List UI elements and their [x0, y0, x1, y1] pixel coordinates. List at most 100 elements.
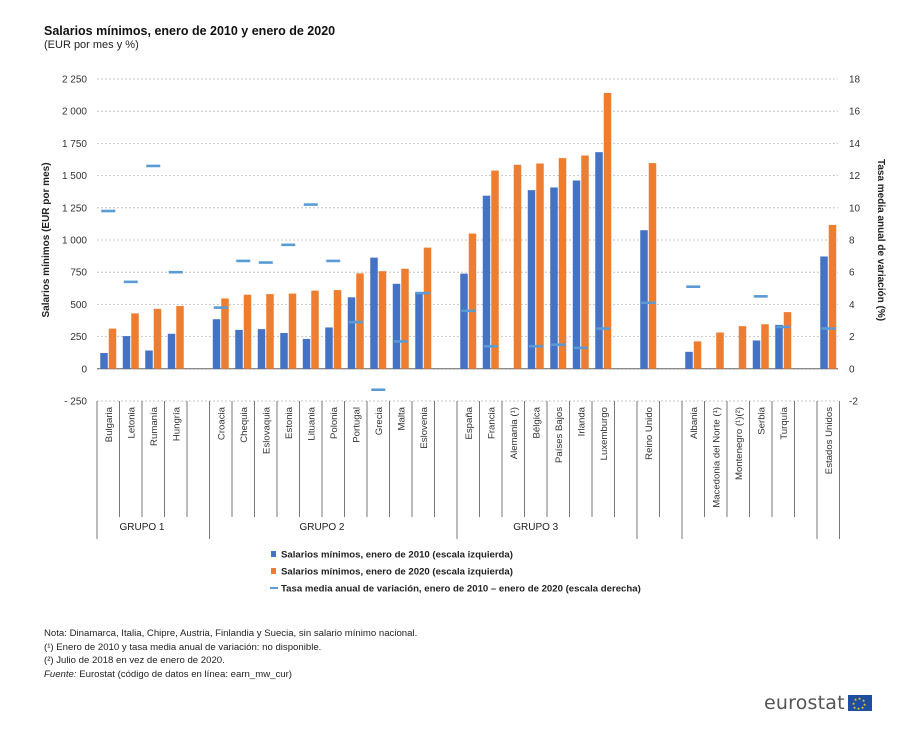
bar-2010	[685, 351, 693, 369]
x-tick-label: Irlanda	[576, 406, 587, 436]
bar-2020	[311, 290, 319, 369]
y2-tick-label: 10	[849, 203, 861, 214]
bar-2010	[212, 319, 221, 369]
legend-label: Salarios mínimos, enero de 2010 (escala …	[281, 550, 513, 561]
y-tick-label: - 250	[64, 397, 87, 408]
y2-tick-label: 18	[849, 75, 861, 86]
bar-2020	[581, 155, 589, 369]
x-tick-label: España	[464, 406, 475, 439]
x-tick-label: Letonia	[126, 406, 137, 438]
x-tick-label: Países Bajos	[554, 407, 565, 463]
bar-2020	[693, 341, 702, 369]
brand-text: eurostat	[764, 692, 845, 714]
bar-2020	[513, 164, 522, 369]
y2-tick-label: -2	[849, 397, 858, 408]
note-line: (¹) Enero de 2010 y tasa media anual de …	[44, 641, 322, 653]
bar-2020	[176, 306, 184, 369]
bar-2010	[482, 195, 491, 369]
group-label: GRUPO 3	[513, 522, 558, 533]
bar-2020	[108, 328, 117, 369]
y-tick-label: 500	[70, 300, 87, 311]
x-tick-label: Hungría	[171, 406, 182, 441]
eurostat-logo: eurostat ★ ★ ★ ★ ★ ★ ★ ★	[764, 692, 872, 714]
x-tick-label: Croacia	[216, 406, 227, 440]
x-tick-label: Luxemburgo	[599, 407, 610, 460]
bar-2010	[572, 180, 581, 369]
x-tick-label: Grecia	[374, 406, 385, 435]
bar-2020	[288, 293, 297, 369]
x-tick-label: Rumanía	[149, 406, 160, 446]
bar-2010	[820, 256, 828, 369]
y2-tick-label: 6	[849, 268, 855, 279]
x-tick-label: Montenegro (¹)(²)	[734, 407, 745, 480]
bar-2010	[145, 350, 153, 369]
bar-2020	[378, 271, 387, 369]
bar-2010	[595, 152, 603, 369]
bar-2020	[558, 158, 567, 369]
x-tick-label: Bélgica	[531, 406, 542, 438]
bar-2010	[460, 273, 468, 369]
y2-tick-label: 8	[849, 236, 855, 247]
x-tick-label: Bulgaria	[104, 406, 115, 442]
bar-2010	[370, 257, 378, 369]
y-tick-label: 1 750	[62, 139, 87, 150]
x-tick-label: Alemania (¹)	[509, 407, 520, 459]
chart-subtitle: (EUR por mes y %)	[44, 39, 139, 51]
bar-2010	[302, 338, 311, 369]
x-tick-label: Reino Unido	[644, 407, 655, 460]
y2-tick-label: 14	[849, 139, 861, 150]
bar-2020	[266, 294, 274, 369]
y-tick-label: 0	[81, 364, 87, 375]
bar-2020	[536, 163, 544, 369]
bar-2020	[783, 312, 792, 369]
bar-2020	[738, 326, 747, 369]
eu-flag-icon: ★ ★ ★ ★ ★ ★ ★ ★	[847, 695, 872, 711]
source-text: Eurostat (código de datos en línea: earn…	[76, 668, 292, 680]
x-tick-label: Lituania	[306, 406, 317, 440]
bar-2020	[243, 294, 252, 369]
bar-2020	[603, 92, 612, 369]
x-tick-label: Macedonia del Norte (¹)	[711, 407, 722, 508]
bar-2010	[167, 333, 176, 369]
y-tick-label: 1 500	[62, 171, 87, 182]
y-tick-label: 1 000	[62, 236, 87, 247]
y2-tick-label: 4	[849, 300, 855, 311]
y-tick-label: 1 250	[62, 203, 87, 214]
note-line: Nota: Dinamarca, Italia, Chipre, Austria…	[44, 628, 418, 639]
bar-2010	[415, 291, 423, 369]
y2-axis-title: Tasa media anual de variación (%)	[875, 159, 886, 321]
bar-2020	[761, 324, 769, 369]
x-tick-label: Chequia	[239, 406, 250, 442]
legend-label: Tasa media anual de variación, enero de …	[281, 584, 641, 595]
bar-2020	[491, 170, 499, 369]
bar-2010	[640, 230, 648, 369]
bar-2010	[347, 297, 356, 369]
bar-2010	[527, 190, 536, 369]
legend-swatch	[271, 568, 276, 574]
bar-chart: - 250 -2 0 0 250 2 500 4 750 6 1 000 8 1 250 10 1 500 1…	[41, 75, 886, 595]
legend-label: Salarios mínimos, enero de 2020 (escala …	[281, 567, 513, 578]
bar-2010	[752, 340, 761, 369]
bar-2020	[221, 298, 229, 369]
bar-2020	[828, 224, 837, 369]
bar-2010	[775, 324, 783, 369]
x-tick-label: Serbia	[756, 406, 767, 434]
x-tick-label: Portugal	[351, 407, 362, 443]
x-tick-label: Polonia	[329, 406, 340, 439]
group-label: GRUPO 1	[119, 522, 164, 533]
bar-2020	[423, 247, 432, 369]
bar-2010	[257, 329, 266, 369]
bar-2020	[401, 268, 409, 369]
y2-tick-label: 12	[849, 171, 861, 182]
bar-2020	[131, 313, 139, 369]
source-line: Fuente: Eurostat (código de datos en lín…	[44, 668, 417, 682]
x-tick-label: Turquía	[779, 406, 790, 439]
bar-2010	[122, 336, 131, 369]
notes-block: Nota: Dinamarca, Italia, Chipre, Austria…	[44, 627, 417, 681]
bar-2010	[325, 327, 333, 369]
x-tick-label: Albania	[689, 406, 700, 439]
x-tick-label: Eslovaquia	[261, 406, 272, 454]
x-tick-label: Eslovenia	[419, 406, 430, 448]
y-tick-label: 250	[70, 332, 87, 343]
bar-2010	[392, 283, 401, 369]
